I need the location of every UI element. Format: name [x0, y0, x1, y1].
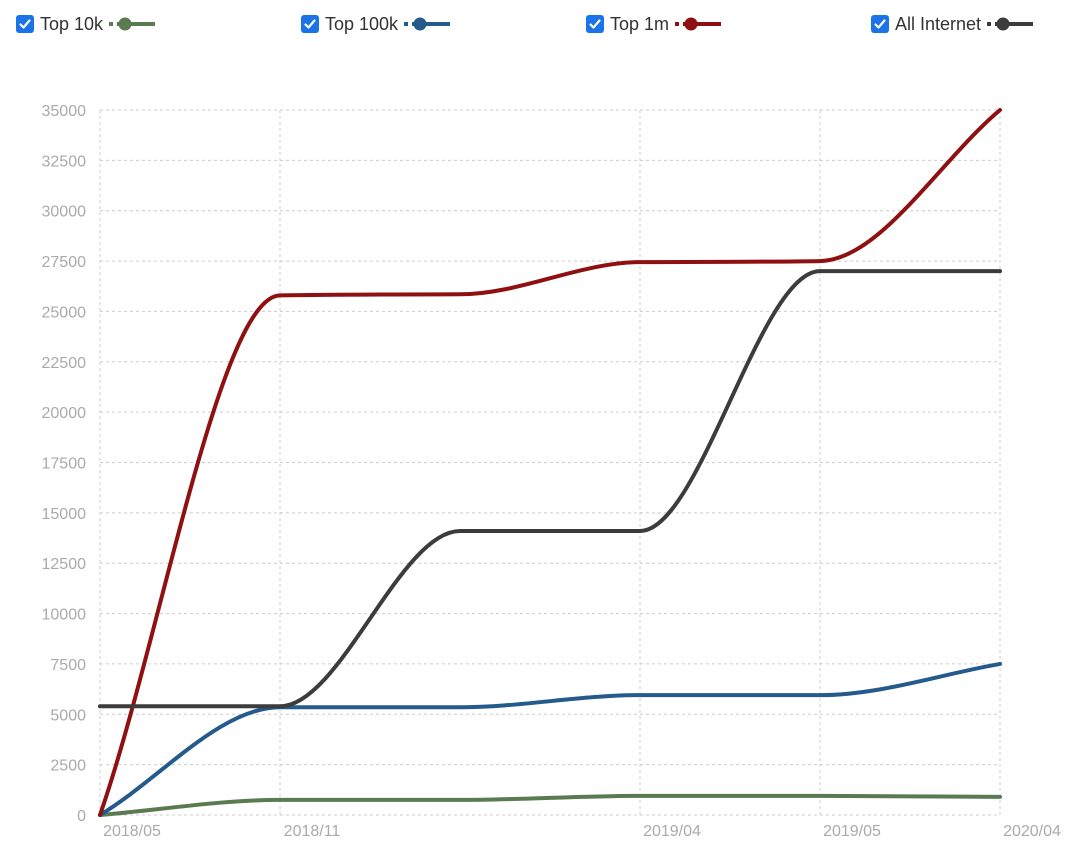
y-tick-label: 10000 [42, 607, 87, 624]
x-tick-label: 2018/05 [103, 823, 161, 840]
y-tick-label: 0 [77, 808, 86, 825]
x-tick-label: 2018/11 [284, 823, 341, 840]
legend-line-marker-icon [987, 17, 1034, 31]
legend-item-top-100k[interactable]: Top 100k [301, 12, 451, 36]
y-tick-label: 25000 [42, 304, 87, 321]
series-line-top-1m [98, 108, 1002, 817]
series-line-top-100k [98, 661, 1002, 817]
legend-line-marker-icon [109, 17, 156, 31]
checkbox-checked-icon[interactable] [871, 15, 889, 33]
x-tick-label: 2019/04 [643, 823, 701, 840]
checkbox-checked-icon[interactable] [16, 15, 34, 33]
series-line-top-10k [98, 793, 1002, 817]
x-tick-label: 2019/05 [823, 823, 881, 840]
series-line-all-internet [98, 269, 1002, 709]
legend-item-top-1m[interactable]: Top 1m [586, 12, 722, 36]
checkbox-checked-icon[interactable] [586, 15, 604, 33]
y-tick-label: 12500 [42, 556, 87, 573]
legend-label: All Internet [895, 13, 982, 34]
y-tick-label: 22500 [42, 355, 87, 372]
y-tick-label: 32500 [42, 153, 87, 170]
checkbox-checked-icon[interactable] [301, 15, 319, 33]
legend-label: Top 1m [610, 13, 670, 34]
y-tick-label: 5000 [50, 707, 86, 724]
legend-line-marker-icon [675, 17, 722, 31]
y-tick-label: 35000 [42, 103, 87, 120]
legend: Top 10k Top 100k Top 1m All Internet [16, 12, 1076, 38]
legend-label: Top 10k [40, 13, 104, 34]
legend-label: Top 100k [325, 13, 399, 34]
legend-item-all-internet[interactable]: All Internet [871, 12, 1034, 36]
y-tick-label: 7500 [50, 657, 86, 674]
y-tick-label: 20000 [42, 405, 87, 422]
legend-line-marker-icon [404, 17, 451, 31]
y-tick-label: 15000 [42, 506, 87, 523]
y-tick-label: 27500 [42, 254, 87, 271]
y-tick-label: 30000 [42, 204, 87, 221]
y-tick-label: 17500 [42, 456, 87, 473]
legend-item-top-10k[interactable]: Top 10k [16, 12, 156, 36]
x-tick-label: 2020/04 [1003, 823, 1061, 840]
y-tick-label: 2500 [50, 758, 86, 775]
